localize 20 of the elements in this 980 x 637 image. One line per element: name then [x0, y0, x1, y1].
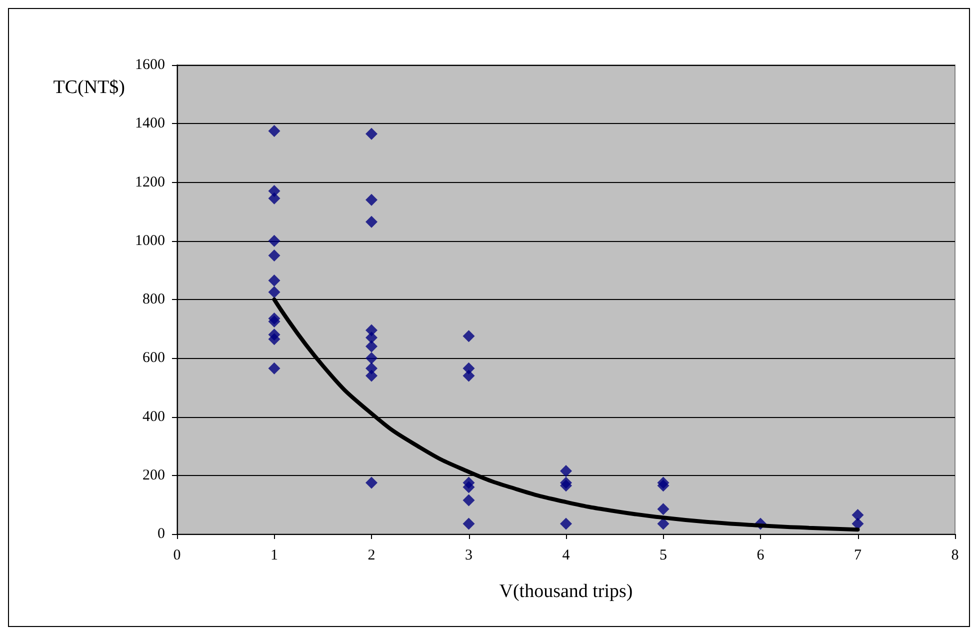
y-tick-label: 1600 — [135, 57, 165, 73]
x-tick-label: 1 — [270, 548, 278, 564]
y-axis-title: TC(NT$) — [53, 77, 125, 98]
y-tick-label: 800 — [142, 292, 165, 308]
x-axis-title: V(thousand trips) — [499, 581, 633, 602]
y-tick-label: 1200 — [135, 174, 165, 190]
x-tick-label: 6 — [756, 548, 765, 564]
x-tick-label: 8 — [951, 548, 959, 564]
y-tick-label: 600 — [142, 350, 165, 366]
x-tick-label: 2 — [368, 548, 376, 564]
y-tick-label: 400 — [142, 408, 165, 425]
x-tick-label: 0 — [173, 548, 181, 564]
y-tick-label: 1000 — [135, 232, 165, 249]
x-tick-label: 3 — [465, 548, 472, 564]
y-tick-label: 1400 — [135, 116, 165, 132]
y-tick-label: 0 — [158, 526, 165, 542]
x-tick-label: 4 — [562, 548, 570, 564]
x-tick-label: 7 — [854, 548, 862, 564]
y-tick-label: 200 — [142, 467, 165, 484]
x-tick-label: 5 — [660, 548, 667, 564]
